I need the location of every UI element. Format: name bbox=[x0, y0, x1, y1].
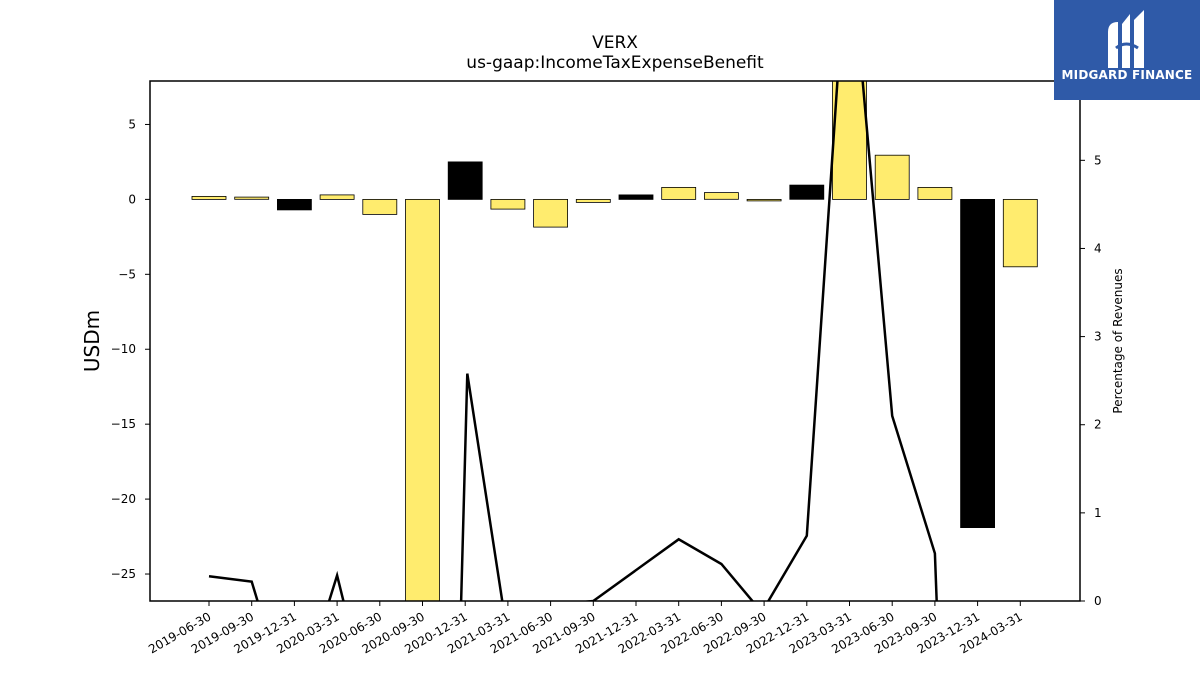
bar-2022-06-30 bbox=[704, 192, 739, 200]
bar-2023-09-30 bbox=[917, 186, 953, 200]
bar-2021-12-31 bbox=[618, 194, 654, 200]
midgard-logo-icon bbox=[1108, 10, 1144, 68]
percentage-line bbox=[208, 81, 938, 601]
bar-2019-06-30 bbox=[191, 195, 227, 200]
bar-2020-03-31 bbox=[319, 194, 355, 200]
brand-name: MIDGARD FINANCE bbox=[1061, 68, 1193, 82]
bar-2020-06-30 bbox=[362, 198, 398, 215]
y-right-tick-label: 5 bbox=[1094, 153, 1102, 167]
right-axis: 0 1 2 3 4 5 bbox=[1080, 153, 1102, 608]
bar-2023-03-31 bbox=[832, 81, 867, 200]
bar-2020-09-30 bbox=[405, 198, 440, 601]
bar-2019-12-31 bbox=[276, 198, 312, 211]
y-tick-label: 5 bbox=[128, 117, 136, 131]
bar-2022-03-31 bbox=[661, 186, 697, 200]
plot-frame bbox=[149, 80, 1081, 602]
y-tick-label: −25 bbox=[111, 567, 136, 581]
line-series bbox=[208, 81, 938, 601]
bar-2019-09-30 bbox=[234, 196, 270, 200]
bar-2023-06-30 bbox=[874, 154, 910, 200]
bar-2021-06-30 bbox=[533, 198, 568, 228]
bar-2024-03-31 bbox=[1002, 198, 1038, 268]
bar-2022-12-31 bbox=[789, 184, 825, 200]
y-tick-label: −15 bbox=[111, 417, 136, 431]
y-axis-right-label: Percentage of Revenues bbox=[1111, 268, 1125, 413]
y-tick-label: 0 bbox=[128, 192, 136, 206]
y-right-tick-label: 0 bbox=[1094, 594, 1102, 608]
y-tick-label: −10 bbox=[111, 342, 136, 356]
x-axis: 2019-06-302019-09-302019-12-312020-03-31… bbox=[146, 601, 1025, 656]
y-axis-label: USDm bbox=[80, 310, 104, 372]
bar-2021-03-31 bbox=[490, 198, 526, 210]
y-tick-label: −5 bbox=[118, 267, 136, 281]
chart-subtitle: us-gaap:IncomeTaxExpenseBenefit bbox=[466, 53, 764, 73]
bar-series bbox=[191, 81, 1038, 601]
bar-2021-09-30 bbox=[575, 198, 611, 203]
y-right-tick-label: 3 bbox=[1094, 330, 1102, 344]
brand-logo: MIDGARD FINANCE bbox=[1054, 0, 1200, 100]
bar-2022-09-30 bbox=[746, 198, 782, 202]
y-right-tick-label: 4 bbox=[1094, 241, 1102, 255]
y-right-tick-label: 1 bbox=[1094, 506, 1102, 520]
y-right-tick-label: 2 bbox=[1094, 418, 1102, 432]
y-tick-label: −20 bbox=[111, 492, 136, 506]
bar-2023-12-31 bbox=[960, 198, 995, 529]
bar-2020-12-31 bbox=[447, 161, 483, 200]
left-axis: 5 0 −5 −10 −15 −20 −25 bbox=[111, 117, 150, 581]
chart-title: VERX bbox=[592, 33, 638, 53]
